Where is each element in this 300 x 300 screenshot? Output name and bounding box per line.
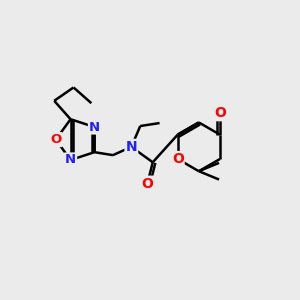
Text: N: N	[125, 140, 137, 154]
Text: O: O	[50, 133, 61, 146]
Text: O: O	[214, 106, 226, 120]
Text: N: N	[65, 153, 76, 167]
Text: O: O	[172, 152, 184, 166]
Text: N: N	[89, 121, 100, 134]
Text: O: O	[142, 177, 153, 191]
